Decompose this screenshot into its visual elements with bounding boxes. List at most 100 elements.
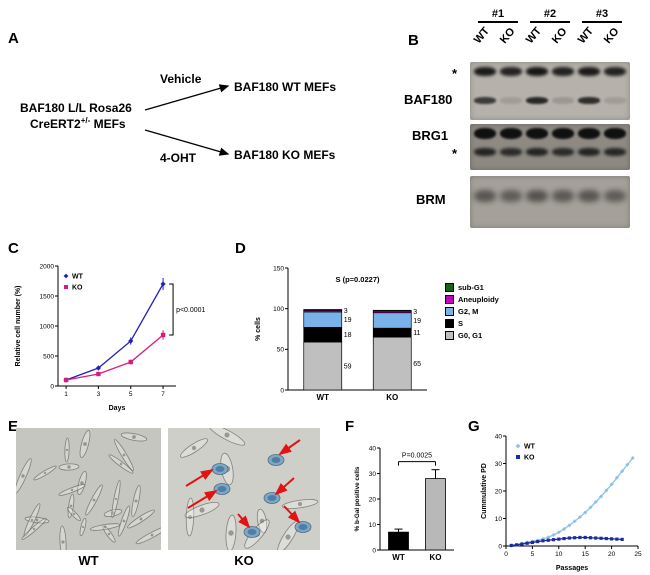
- svg-text:WT: WT: [392, 553, 405, 562]
- cell-cycle-legend: sub-G1 Aneuploidy G2, M S G0, G1: [445, 283, 499, 343]
- legend-swatch: [445, 295, 454, 304]
- panel-b-label: B: [408, 32, 419, 49]
- baf180-row-label: BAF180: [404, 92, 453, 107]
- nonspecific-band-asterisk-top: *: [452, 66, 458, 81]
- svg-text:19: 19: [413, 318, 421, 325]
- protein-band: [526, 127, 548, 139]
- svg-text:3: 3: [97, 391, 101, 398]
- blot-group-3-header: #3: [582, 8, 622, 23]
- protein-band: [578, 96, 600, 104]
- protein-band: [500, 189, 522, 202]
- svg-text:2000: 2000: [40, 263, 55, 270]
- protein-band: [578, 127, 600, 139]
- protein-band: [526, 147, 548, 156]
- ko-mefs-result-label: BAF180 KO MEFs: [234, 148, 336, 162]
- protein-band: [552, 127, 574, 139]
- legend-label: Aneuploidy: [458, 295, 499, 304]
- svg-text:1000: 1000: [40, 323, 55, 330]
- svg-text:Passages: Passages: [556, 565, 588, 572]
- growth-curve-chart: 0 500 1000 1500 2000 1 3 5 7 Days Relative cell nu…: [15, 263, 206, 412]
- protein-band: [604, 66, 626, 76]
- protein-band: [474, 96, 496, 104]
- protein-band: [474, 189, 496, 202]
- brg1-row-label: BRG1: [412, 128, 449, 143]
- cumulative-pd-chart: 0 10 20 30 40 0 5 10 15 20 25 Passages Cummulative P…: [481, 433, 642, 572]
- svg-text:59: 59: [344, 364, 352, 371]
- svg-text:20: 20: [495, 488, 503, 495]
- protein-band: [552, 189, 574, 202]
- svg-text:5: 5: [129, 391, 133, 398]
- svg-text:WT: WT: [524, 444, 536, 451]
- legend-item: G2, M: [445, 307, 499, 316]
- svg-text:11: 11: [413, 330, 420, 337]
- wt-micrograph: [16, 428, 161, 550]
- 4oht-arm-label: 4-OHT: [160, 151, 196, 165]
- creert2-superscript: +/-: [80, 116, 91, 125]
- svg-text:3: 3: [413, 309, 417, 316]
- svg-text:10: 10: [495, 516, 503, 523]
- blot-group-2-header: #2: [530, 8, 570, 23]
- svg-text:P=0.0025: P=0.0025: [402, 453, 432, 460]
- protein-band: [474, 147, 496, 156]
- svg-text:KO: KO: [430, 553, 442, 562]
- legend-item: G0, G1: [445, 331, 499, 340]
- svg-text:p<0.0001: p<0.0001: [176, 307, 205, 314]
- cell-cycle-stacked-bar-chart: 0 50 100 150 59 18 19 3 WT 65 11 19 3 KO S (p=0.0227)%…: [255, 265, 427, 402]
- protein-band: [578, 147, 600, 156]
- svg-text:20: 20: [369, 496, 377, 503]
- protein-band: [526, 189, 548, 202]
- svg-text:18: 18: [344, 332, 352, 339]
- svg-text:1500: 1500: [40, 293, 55, 300]
- bgal-positive-bar-chart: 0 10 20 30 40 WT KO P=0.0025 % b-Gal positive ce…: [354, 445, 454, 562]
- svg-text:7: 7: [161, 391, 165, 398]
- panel-d-label: D: [235, 240, 246, 257]
- svg-text:30: 30: [495, 461, 503, 468]
- lane-label-wt1: WT: [471, 25, 492, 46]
- ko-micrograph-bgal-stain: [168, 428, 320, 550]
- legend-label: sub-G1: [458, 283, 484, 292]
- protein-band: [526, 66, 548, 76]
- svg-text:KO: KO: [524, 455, 535, 462]
- legend-swatch: [445, 331, 454, 340]
- creert2-text: CreERT2: [30, 117, 81, 131]
- western-blot-brg1: [470, 124, 630, 170]
- blot-group-1-header: #1: [478, 8, 518, 23]
- brm-row-label: BRM: [416, 192, 446, 207]
- svg-text:3: 3: [344, 308, 348, 315]
- protein-band: [500, 147, 522, 156]
- lane-label-ko3: KO: [601, 25, 622, 46]
- svg-text:0: 0: [372, 547, 376, 554]
- svg-text:WT: WT: [317, 393, 330, 402]
- protein-band: [500, 96, 522, 104]
- protein-band: [500, 127, 522, 139]
- protein-band: [552, 66, 574, 76]
- svg-text:S (p=0.0227): S (p=0.0227): [336, 275, 380, 284]
- protein-band: [474, 127, 496, 139]
- svg-text:65: 65: [413, 361, 421, 368]
- protein-band: [552, 96, 574, 104]
- svg-text:50: 50: [277, 347, 285, 354]
- 4oht-arrow: [144, 129, 230, 156]
- ko-micrograph-caption: KO: [234, 553, 254, 568]
- vehicle-arm-label: Vehicle: [160, 72, 202, 86]
- svg-text:Days: Days: [109, 405, 126, 412]
- svg-text:% cells: % cells: [255, 317, 262, 341]
- svg-text:19: 19: [344, 317, 352, 324]
- svg-text:150: 150: [273, 265, 284, 272]
- lane-label-ko1: KO: [497, 25, 518, 46]
- legend-swatch: [445, 307, 454, 316]
- legend-label: G2, M: [458, 307, 479, 316]
- derivation-arrows: [144, 84, 230, 156]
- panel-f-label: F: [345, 418, 355, 435]
- svg-text:40: 40: [369, 445, 377, 452]
- protein-band: [604, 147, 626, 156]
- panel-a-label: A: [8, 30, 19, 47]
- protein-band: [604, 189, 626, 202]
- protein-band: [578, 189, 600, 202]
- protein-band: [474, 66, 496, 76]
- protein-band: [604, 96, 626, 104]
- svg-text:Cummulative PD: Cummulative PD: [481, 463, 488, 519]
- lane-label-ko2: KO: [549, 25, 570, 46]
- svg-text:100: 100: [273, 306, 284, 313]
- protein-band: [500, 66, 522, 76]
